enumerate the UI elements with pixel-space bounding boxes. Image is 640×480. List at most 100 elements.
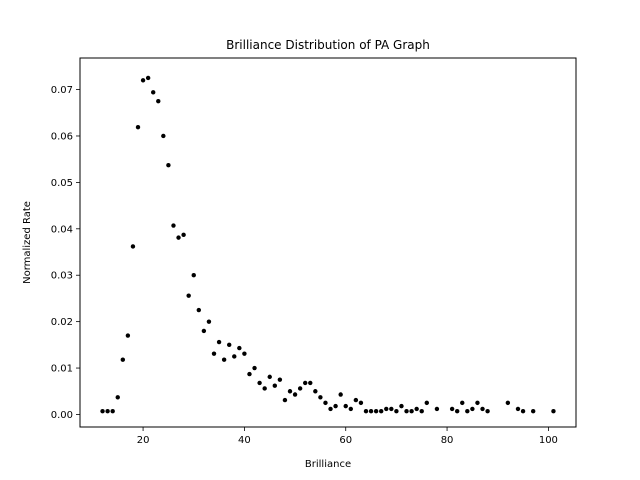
y-axis-ticks: 0.00 0.01 0.02 0.03 0.04 0.05 0.06 0.07 bbox=[51, 85, 80, 421]
data-point bbox=[363, 409, 369, 414]
data-point bbox=[151, 90, 156, 95]
data-point bbox=[232, 354, 237, 359]
data-point bbox=[394, 409, 399, 414]
axes-frame bbox=[79, 57, 577, 428]
data-point bbox=[242, 351, 247, 356]
data-point bbox=[272, 383, 278, 388]
data-point bbox=[176, 235, 181, 240]
y-axis-label: Normalized Rate bbox=[22, 201, 33, 284]
data-point bbox=[368, 409, 374, 414]
data-point bbox=[201, 328, 207, 334]
x-tick-label: 100 bbox=[539, 435, 558, 446]
data-point bbox=[211, 351, 217, 356]
x-tick-label: 80 bbox=[441, 435, 454, 446]
data-point bbox=[135, 124, 141, 130]
data-point bbox=[318, 395, 323, 400]
data-point bbox=[323, 400, 328, 406]
data-point bbox=[328, 406, 333, 412]
data-point bbox=[161, 133, 166, 139]
data-point bbox=[338, 392, 343, 397]
data-point bbox=[156, 98, 161, 104]
data-point bbox=[551, 409, 556, 414]
x-tick-label: 60 bbox=[339, 435, 352, 446]
data-point bbox=[389, 406, 394, 412]
data-point bbox=[277, 377, 283, 382]
x-tick-label: 40 bbox=[238, 435, 251, 446]
y-tick-label: 0.01 bbox=[51, 364, 73, 375]
data-point bbox=[404, 409, 409, 414]
data-point bbox=[419, 409, 424, 414]
data-point bbox=[515, 406, 521, 412]
data-point bbox=[449, 406, 455, 412]
data-point bbox=[257, 380, 262, 386]
data-point bbox=[373, 409, 379, 414]
data-point bbox=[399, 403, 404, 409]
data-point bbox=[216, 339, 222, 345]
y-tick-label: 0.06 bbox=[51, 131, 73, 142]
data-point bbox=[409, 409, 414, 414]
data-point bbox=[470, 406, 475, 412]
data-point bbox=[227, 342, 232, 348]
data-point bbox=[292, 392, 298, 397]
data-point bbox=[110, 409, 115, 414]
x-tick-label: 20 bbox=[137, 435, 150, 446]
y-tick-label: 0.04 bbox=[51, 224, 73, 235]
data-point bbox=[120, 357, 126, 362]
data-point bbox=[520, 409, 526, 414]
data-point bbox=[505, 400, 511, 406]
data-point bbox=[308, 380, 313, 386]
data-point bbox=[353, 397, 359, 403]
data-points bbox=[100, 75, 556, 414]
data-point bbox=[115, 395, 120, 400]
data-point bbox=[414, 406, 419, 412]
data-point bbox=[465, 409, 470, 414]
data-point bbox=[145, 75, 151, 81]
data-point bbox=[282, 397, 288, 403]
data-point bbox=[105, 409, 110, 414]
plot-area bbox=[80, 58, 576, 427]
data-point bbox=[378, 409, 384, 414]
data-point bbox=[166, 163, 171, 168]
y-tick-label: 0.00 bbox=[51, 410, 73, 421]
x-axis-ticks: 20 40 60 80 100 bbox=[137, 427, 558, 446]
y-tick-label: 0.02 bbox=[51, 317, 73, 328]
data-point bbox=[424, 400, 429, 406]
data-point bbox=[454, 409, 460, 414]
data-point bbox=[171, 223, 176, 228]
data-point bbox=[434, 406, 440, 412]
y-tick-label: 0.03 bbox=[51, 271, 73, 282]
data-point bbox=[384, 406, 389, 412]
data-point bbox=[343, 403, 348, 409]
data-point bbox=[196, 307, 202, 313]
x-axis-label: Brilliance bbox=[305, 459, 351, 470]
data-point bbox=[313, 389, 318, 394]
data-point bbox=[530, 409, 536, 414]
data-point bbox=[348, 406, 353, 412]
data-point bbox=[130, 244, 136, 249]
data-point bbox=[267, 374, 272, 380]
data-point bbox=[262, 386, 267, 391]
data-point bbox=[100, 409, 105, 414]
data-point bbox=[186, 293, 191, 298]
data-point bbox=[181, 232, 186, 238]
data-point bbox=[140, 78, 146, 83]
data-point bbox=[485, 409, 490, 414]
data-point bbox=[252, 365, 257, 371]
chart-title: Brilliance Distribution of PA Graph bbox=[226, 38, 430, 52]
data-point bbox=[237, 345, 242, 351]
data-point bbox=[460, 400, 465, 406]
data-point bbox=[333, 403, 338, 409]
y-tick-label: 0.07 bbox=[51, 85, 73, 96]
data-point bbox=[191, 273, 196, 278]
data-point bbox=[297, 386, 303, 391]
data-point bbox=[206, 319, 212, 324]
data-point bbox=[303, 380, 308, 386]
data-point bbox=[125, 333, 131, 338]
data-point bbox=[475, 400, 480, 406]
data-point bbox=[287, 389, 293, 394]
data-point bbox=[247, 371, 252, 377]
y-tick-label: 0.05 bbox=[51, 178, 73, 189]
data-point bbox=[221, 357, 227, 362]
data-point bbox=[480, 406, 485, 412]
